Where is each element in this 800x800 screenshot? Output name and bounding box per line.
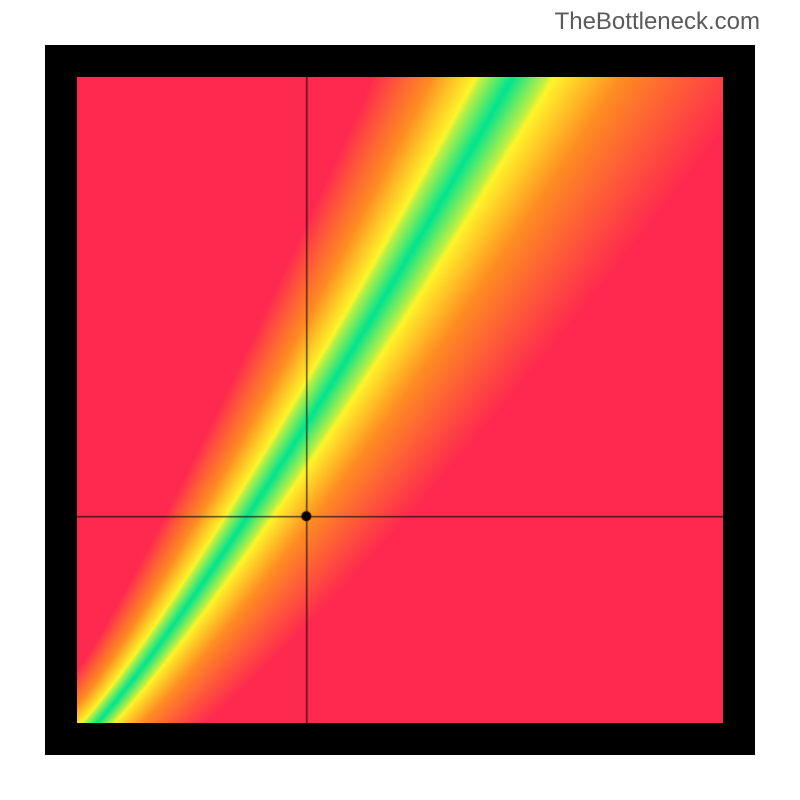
watermark-text: TheBottleneck.com bbox=[555, 8, 760, 36]
chart-container: TheBottleneck.com bbox=[0, 0, 800, 800]
plot-black-frame bbox=[45, 45, 755, 755]
bottleneck-heatmap bbox=[77, 77, 723, 723]
